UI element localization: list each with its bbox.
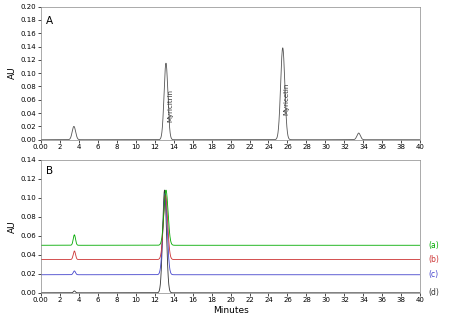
- Text: (b): (b): [427, 255, 438, 264]
- Text: A: A: [46, 16, 53, 26]
- Text: Myricitrin: Myricitrin: [167, 89, 173, 122]
- Text: Myricetin: Myricetin: [283, 82, 289, 114]
- Y-axis label: AU: AU: [8, 67, 17, 80]
- Text: (c): (c): [427, 270, 437, 279]
- X-axis label: Minutes: Minutes: [212, 306, 248, 315]
- Text: (a): (a): [427, 241, 438, 250]
- Text: (d): (d): [427, 288, 438, 297]
- Text: B: B: [46, 166, 53, 176]
- Y-axis label: AU: AU: [8, 220, 17, 233]
